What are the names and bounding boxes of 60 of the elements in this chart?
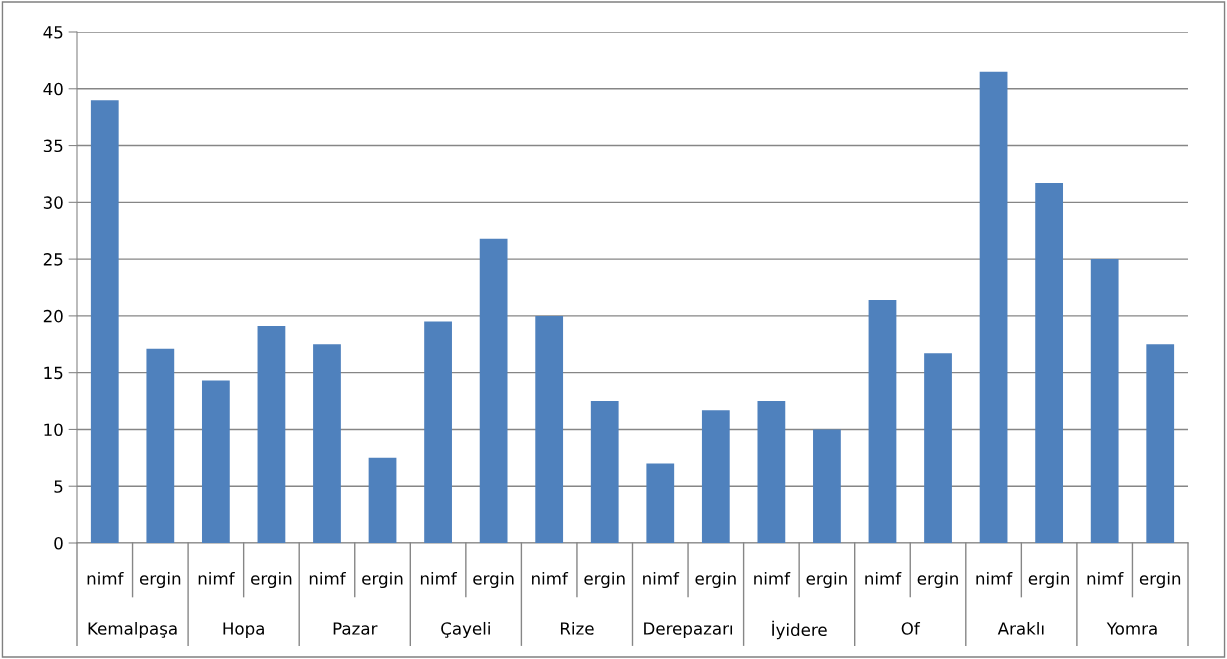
bar — [646, 463, 675, 543]
bar — [1146, 344, 1175, 543]
bar — [868, 299, 897, 543]
x-tick-label: ergin — [695, 571, 736, 589]
text: Yomra — [1106, 622, 1157, 635]
x-tick-label: nimf — [865, 571, 902, 585]
x-tick-label: nimf — [420, 571, 458, 585]
x-tick-label: nimf — [754, 571, 791, 585]
bar — [424, 321, 452, 543]
y-tick-label: 35 — [43, 139, 63, 153]
x-tick-label: nimf — [976, 571, 1013, 585]
y-tick-label: 10 — [44, 423, 63, 437]
x-tick-label: nimf — [87, 571, 124, 585]
bar — [368, 457, 397, 543]
bar — [1090, 259, 1119, 543]
y-tick-label: 5 — [54, 480, 63, 493]
y-tick-label: 40 — [43, 82, 63, 96]
x-tick-label: nimf — [532, 571, 569, 585]
y-tick-label: 15 — [44, 366, 63, 380]
text: İyidere — [772, 620, 827, 640]
bar — [924, 353, 952, 543]
x-tick-label: ergin — [806, 571, 847, 589]
x-tick-label: ergin — [1139, 571, 1181, 589]
bar — [313, 344, 341, 543]
x-tick-label: nimf — [1087, 571, 1124, 585]
bar — [257, 326, 286, 543]
bar — [479, 238, 508, 543]
y-tick-label: 0 — [54, 536, 63, 550]
x-tick-label: ergin — [139, 571, 181, 589]
text: Rize — [560, 621, 594, 635]
bar — [146, 348, 175, 543]
bar — [701, 410, 730, 543]
bar — [90, 100, 119, 543]
x-tick-label: ergin — [917, 571, 958, 589]
text: Çayeli — [441, 621, 490, 639]
bar — [201, 380, 230, 543]
bar — [590, 401, 619, 543]
y-tick-label: 25 — [43, 253, 63, 266]
bar — [979, 71, 1008, 543]
bar — [1035, 183, 1064, 543]
x-tick-label: nimf — [309, 571, 346, 585]
y-tick-label: 45 — [43, 26, 63, 39]
y-tick-label: 30 — [43, 196, 63, 209]
text: Araklı — [997, 621, 1044, 635]
x-tick-label: nimf — [198, 571, 235, 585]
text: Of — [901, 621, 921, 635]
x-tick-label: ergin — [362, 571, 403, 589]
bar — [535, 315, 564, 543]
x-tick-label: nimf — [643, 571, 680, 585]
y-tick-label: 20 — [43, 309, 63, 323]
text: Derepazarı — [644, 622, 733, 639]
text: Pazar — [333, 622, 378, 635]
text: Hopa — [223, 622, 264, 639]
x-tick-label: ergin — [584, 571, 625, 589]
bar — [757, 401, 786, 543]
x-tick-label: ergin — [251, 571, 292, 589]
x-tick-label: ergin — [1028, 571, 1069, 589]
bar — [813, 429, 841, 543]
text: Kemalpaşa — [88, 621, 177, 639]
x-tick-label: ergin — [473, 571, 514, 589]
